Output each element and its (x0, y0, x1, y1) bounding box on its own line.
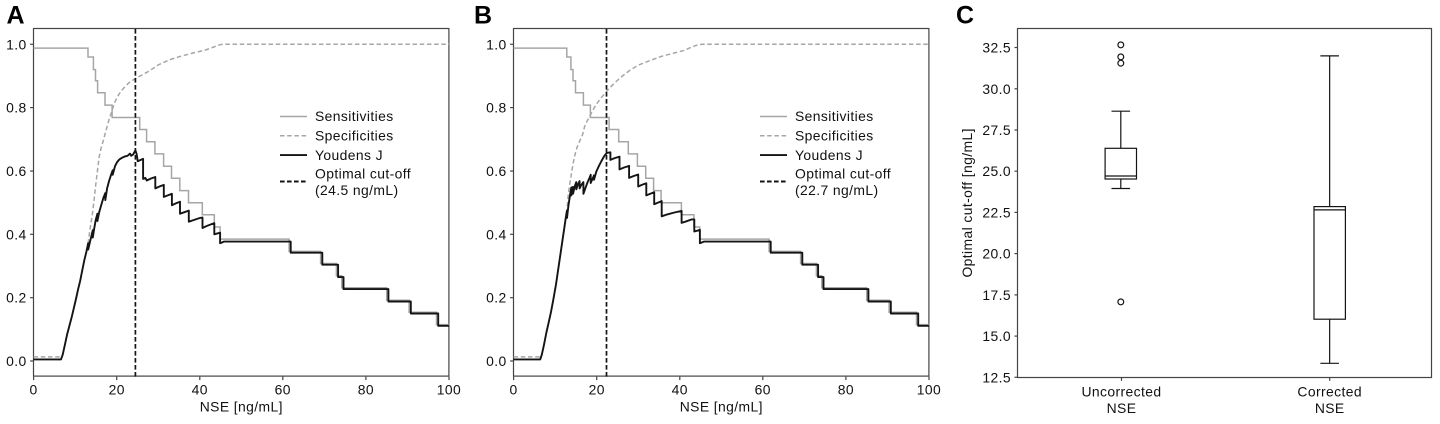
svg-text:27.5: 27.5 (982, 122, 1011, 138)
svg-text:100: 100 (437, 382, 461, 398)
svg-text:80: 80 (838, 382, 854, 398)
svg-text:1.0: 1.0 (486, 36, 507, 52)
svg-text:0.4: 0.4 (6, 226, 27, 242)
svg-text:0.0: 0.0 (486, 353, 507, 369)
svg-text:12.5: 12.5 (982, 369, 1011, 385)
svg-text:0.2: 0.2 (6, 290, 27, 306)
svg-text:Sensitivities: Sensitivities (795, 108, 874, 124)
svg-text:0.8: 0.8 (6, 100, 27, 116)
svg-text:60: 60 (755, 382, 771, 398)
svg-text:Optimal cut-off: Optimal cut-off (795, 166, 891, 182)
svg-text:0: 0 (30, 382, 38, 398)
svg-text:15.0: 15.0 (982, 328, 1011, 344)
svg-text:0.6: 0.6 (6, 163, 27, 179)
svg-text:(24.5 ng/mL): (24.5 ng/mL) (315, 182, 399, 198)
svg-text:Uncorrected: Uncorrected (1081, 384, 1161, 400)
svg-text:40: 40 (192, 382, 208, 398)
svg-text:40: 40 (672, 382, 688, 398)
svg-text:17.5: 17.5 (982, 287, 1011, 303)
svg-text:C: C (956, 2, 974, 30)
svg-text:100: 100 (917, 382, 941, 398)
svg-text:20: 20 (109, 382, 125, 398)
svg-text:22.5: 22.5 (982, 204, 1011, 220)
svg-text:1.0: 1.0 (6, 36, 27, 52)
svg-text:Specificities: Specificities (795, 128, 874, 144)
svg-text:0.0: 0.0 (6, 353, 27, 369)
svg-text:Optimal cut-off [ng/mL]: Optimal cut-off [ng/mL] (959, 128, 975, 277)
svg-text:Corrected: Corrected (1297, 384, 1362, 400)
svg-text:60: 60 (275, 382, 291, 398)
svg-text:Youdens J: Youdens J (315, 147, 383, 163)
svg-text:Specificities: Specificities (315, 128, 394, 144)
svg-text:B: B (474, 2, 492, 30)
svg-text:80: 80 (358, 382, 374, 398)
svg-text:NSE: NSE (1315, 400, 1345, 416)
svg-text:Optimal cut-off: Optimal cut-off (315, 166, 411, 182)
svg-text:0.2: 0.2 (486, 290, 507, 306)
svg-text:20.0: 20.0 (982, 246, 1011, 262)
svg-text:A: A (7, 2, 25, 30)
svg-text:NSE [ng/mL]: NSE [ng/mL] (200, 399, 283, 415)
svg-text:Youdens J: Youdens J (795, 147, 863, 163)
svg-text:Sensitivities: Sensitivities (315, 108, 394, 124)
svg-text:0.8: 0.8 (486, 100, 507, 116)
svg-text:0.6: 0.6 (486, 163, 507, 179)
svg-text:32.5: 32.5 (982, 40, 1011, 56)
svg-text:(22.7 ng/mL): (22.7 ng/mL) (795, 182, 879, 198)
svg-text:0: 0 (510, 382, 518, 398)
svg-text:25.0: 25.0 (982, 163, 1011, 179)
svg-text:0.4: 0.4 (486, 226, 507, 242)
svg-text:NSE [ng/mL]: NSE [ng/mL] (680, 399, 763, 415)
svg-text:20: 20 (589, 382, 605, 398)
svg-text:30.0: 30.0 (982, 81, 1011, 97)
svg-text:NSE: NSE (1107, 400, 1137, 416)
